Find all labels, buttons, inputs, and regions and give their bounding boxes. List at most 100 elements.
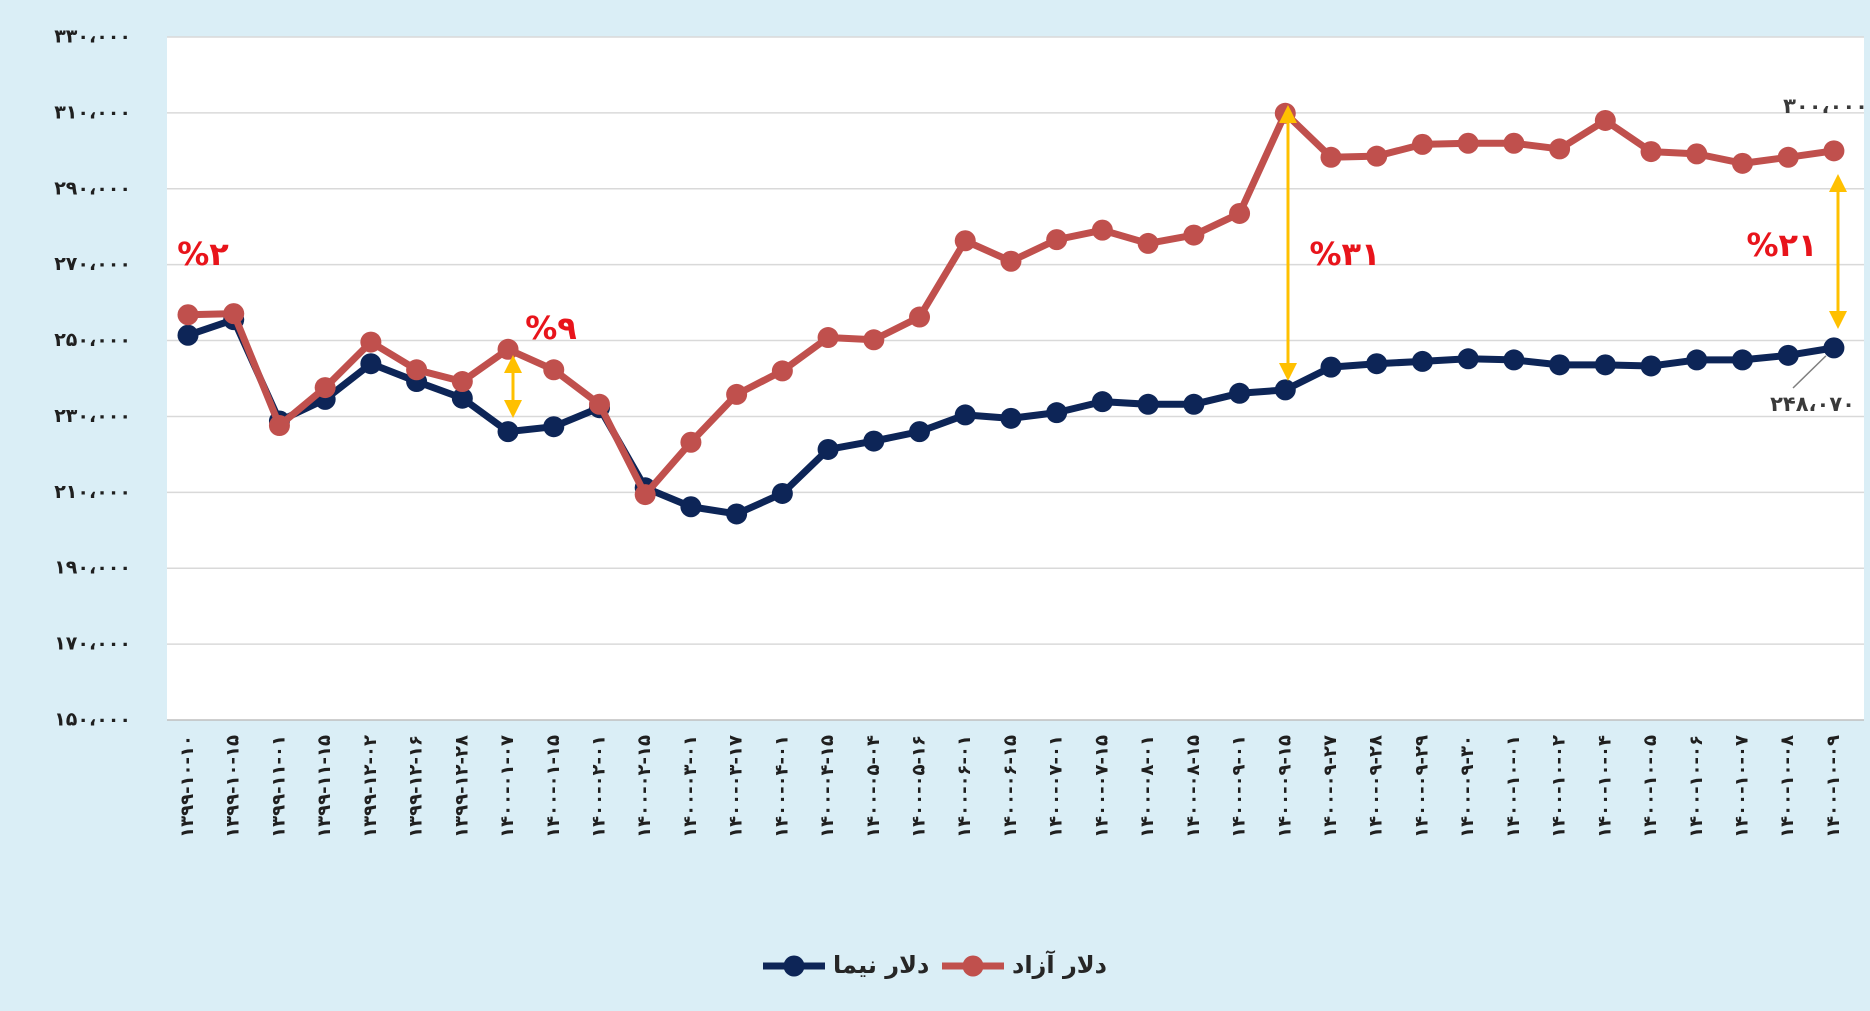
x-tick-label: ۱۴۰۰-۰۷-۰۱: [1046, 735, 1067, 838]
leader-line: [1792, 355, 1827, 389]
data-point: [817, 327, 839, 349]
data-point: [634, 484, 656, 506]
data-point: [177, 304, 199, 326]
data-point: [1503, 132, 1525, 154]
annotation: %۲۱: [1746, 226, 1817, 264]
data-point: [497, 338, 519, 360]
x-tick-label: ۱۴۰۰-۰۹-۲۷: [1320, 735, 1341, 838]
annotation: %۳۱: [1309, 235, 1380, 273]
legend-marker: [962, 955, 984, 977]
data-point: [863, 430, 885, 452]
x-tick-label: ۱۴۰۰-۱۰-۰۲: [1549, 735, 1570, 838]
annotation: %۲: [177, 235, 229, 273]
y-tick-label: ۳۱۰،۰۰۰: [54, 101, 131, 123]
x-tick-label: ۱۴۰۰-۱۰-۰۸: [1777, 735, 1798, 838]
data-point: [909, 306, 931, 328]
data-point: [1594, 109, 1616, 131]
data-point: [314, 377, 336, 399]
legend-label: دلار نیما: [833, 951, 929, 979]
x-tick-label: ۱۴۰۰-۰۱-۱۵: [543, 735, 564, 838]
y-tick-label: ۲۳۰،۰۰۰: [54, 405, 131, 427]
x-tick-label: ۱۳۹۹-۱۲-۲۸: [451, 735, 472, 838]
x-tick-label: ۱۴۰۰-۱۰-۰۷: [1731, 735, 1752, 838]
x-tick-label: ۱۴۰۰-۰۵-۰۴: [863, 735, 884, 838]
x-tick-label: ۱۴۰۰-۰۹-۳۰: [1457, 735, 1478, 838]
data-point: [497, 421, 519, 443]
x-tick-label: ۱۴۰۰-۰۲-۱۵: [634, 735, 655, 838]
data-point: [1411, 133, 1433, 155]
x-tick-label: ۱۴۰۰-۰۹-۲۹: [1411, 735, 1432, 838]
x-tick-label: ۱۴۰۰-۰۹-۲۸: [1366, 735, 1387, 838]
data-point: [954, 404, 976, 426]
data-point: [543, 359, 565, 381]
data-point: [1366, 353, 1388, 375]
legend-marker: [783, 955, 805, 977]
data-point: [1091, 219, 1113, 241]
data-point: [680, 496, 702, 518]
data-point: [543, 416, 565, 438]
data-point: [1731, 349, 1753, 371]
data-point: [1046, 402, 1068, 424]
y-tick-label: ۲۷۰،۰۰۰: [54, 253, 131, 275]
x-tick-label: ۱۴۰۰-۰۸-۰۱: [1137, 735, 1158, 838]
x-tick-label: ۱۳۹۹-۱۲-۱۶: [406, 735, 427, 838]
x-tick-label: ۱۴۰۰-۱۰-۰۱: [1503, 735, 1524, 838]
annotation: %۹: [525, 309, 577, 347]
data-point: [1549, 138, 1571, 160]
x-tick-label: ۱۴۰۰-۰۹-۰۱: [1229, 735, 1250, 838]
data-point: [451, 371, 473, 393]
x-tick-label: ۱۴۰۰-۰۳-۰۱: [680, 735, 701, 838]
data-point: [1000, 250, 1022, 272]
data-point: [1777, 344, 1799, 366]
data-point: [817, 438, 839, 460]
x-tick-label: ۱۴۰۰-۱۰-۰۶: [1686, 735, 1707, 838]
data-point: [360, 331, 382, 353]
data-point: [771, 482, 793, 504]
data-point: [1549, 354, 1571, 376]
data-point: [771, 360, 793, 382]
x-tick-label: ۱۳۹۹-۱۰-۱۵: [223, 735, 244, 838]
y-tick-label: ۱۷۰،۰۰۰: [54, 633, 131, 655]
y-tick-label: ۱۹۰،۰۰۰: [54, 557, 131, 579]
y-tick-label: ۱۵۰،۰۰۰: [54, 709, 131, 731]
data-point: [1091, 391, 1113, 413]
x-tick-label: ۱۴۰۰-۱۰-۰۹: [1823, 735, 1844, 838]
data-point: [1640, 355, 1662, 377]
x-tick-label: ۱۴۰۰-۰۸-۱۵: [1183, 735, 1204, 838]
x-tick-label: ۱۴۰۰-۰۷-۱۵: [1091, 735, 1112, 838]
data-point: [268, 415, 290, 437]
x-tick-label: ۱۳۹۹-۱۱-۱۵: [314, 735, 335, 838]
data-point: [1777, 146, 1799, 168]
data-point: [954, 230, 976, 252]
data-point: [1823, 140, 1845, 162]
data-point: [177, 324, 199, 346]
x-tick-label: ۱۴۰۰-۱۰-۰۵: [1640, 735, 1661, 838]
data-point: [1274, 379, 1296, 401]
data-point: [1594, 354, 1616, 376]
data-point: [1457, 348, 1479, 370]
data-point: [1000, 407, 1022, 429]
data-point: [451, 387, 473, 409]
data-point: [1823, 337, 1845, 359]
x-tick-label: ۱۴۰۰-۱۰-۰۴: [1594, 735, 1615, 838]
data-point: [1137, 393, 1159, 415]
y-tick-label: ۲۹۰،۰۰۰: [54, 177, 131, 199]
data-point: [680, 431, 702, 453]
data-point: [1686, 349, 1708, 371]
x-tick-label: ۱۴۰۰-۰۱-۰۷: [497, 735, 518, 838]
data-point: [1183, 224, 1205, 246]
x-tick-label: ۱۳۹۹-۱۰-۱۰: [177, 735, 198, 838]
x-tick-label: ۱۴۰۰-۰۹-۱۵: [1274, 735, 1295, 838]
data-point: [1686, 143, 1708, 165]
y-tick-label: ۳۳۰،۰۰۰: [54, 26, 131, 48]
data-point: [1731, 152, 1753, 174]
y-tick-label: ۲۱۰،۰۰۰: [54, 481, 131, 503]
data-point: [588, 393, 610, 415]
x-tick-label: ۱۳۹۹-۱۱-۰۱: [268, 735, 289, 838]
data-point: [360, 353, 382, 375]
data-point: [406, 359, 428, 381]
legend-label: دلار آزاد: [1012, 950, 1107, 979]
data-point: [223, 303, 245, 325]
